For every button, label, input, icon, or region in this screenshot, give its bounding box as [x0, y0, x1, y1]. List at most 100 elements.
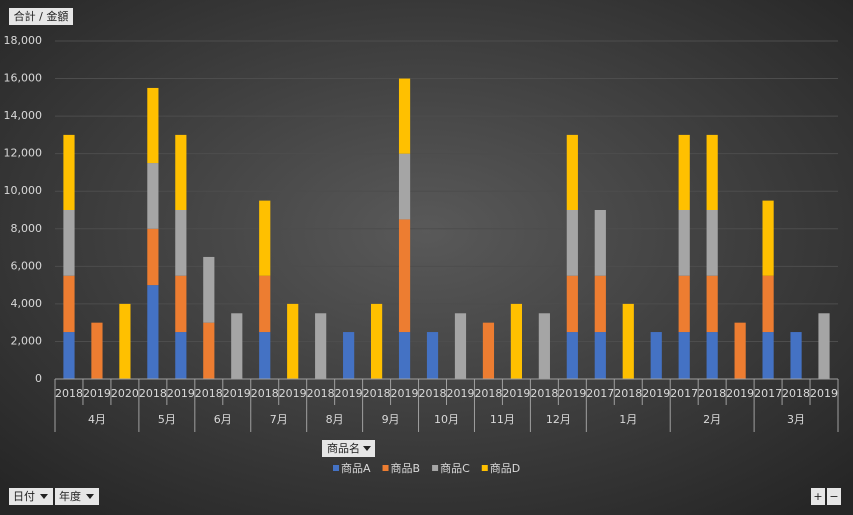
bar-segment [818, 313, 830, 379]
x-tick-label: 2018 [530, 387, 558, 400]
x-tick-label: 2018 [251, 387, 279, 400]
button-bg [9, 488, 53, 505]
x-tick-label: 2018 [419, 387, 447, 400]
x-tick-label: 2018 [363, 387, 391, 400]
button-bg [322, 440, 375, 457]
bar-segment [566, 134, 578, 210]
x-group-label: 2月 [703, 413, 721, 426]
x-tick-label: 2019 [446, 387, 474, 400]
bar-segment [706, 332, 718, 379]
bar-segment [678, 275, 690, 333]
y-tick-label: 2,000 [11, 334, 43, 347]
axis-field-button[interactable]: 日付 [9, 488, 53, 505]
y-tick-label: 6,000 [11, 259, 43, 272]
bar-segment [398, 78, 411, 154]
dropdown-arrow [86, 494, 94, 499]
value-field-button[interactable]: 合計 / 金額 [9, 8, 73, 25]
x-tick-label: 2019 [558, 387, 586, 400]
bar-segment [119, 303, 131, 379]
bar-segment [231, 313, 243, 379]
bar-segment [762, 332, 774, 379]
bar-segment [370, 303, 383, 379]
bar-segment [426, 332, 439, 379]
button-label: + [813, 490, 822, 503]
x-tick-label: 2017 [754, 387, 782, 400]
x-group-label: 8月 [326, 413, 344, 426]
bar-segment [790, 332, 802, 379]
legend-swatch [432, 465, 439, 471]
bar-segment [203, 256, 215, 323]
bar-segment [63, 332, 75, 379]
bar-segment [259, 332, 271, 379]
button-bg [9, 8, 73, 25]
y-tick-label: 0 [35, 372, 42, 385]
bar-segment [259, 200, 271, 276]
legend-field-button[interactable]: 商品名 [322, 440, 375, 457]
bar-segment [175, 275, 187, 333]
bar-segment [454, 313, 467, 379]
button-label: 日付 [13, 490, 35, 503]
legend-label: 商品B [391, 461, 421, 475]
zoom-out-button[interactable]: − [827, 488, 841, 505]
bar-segment [566, 210, 578, 276]
x-tick-label: 2018 [614, 387, 642, 400]
bar-segment [63, 210, 75, 276]
legend-label: 商品C [440, 461, 470, 475]
x-tick-label: 2017 [586, 387, 614, 400]
bar-segment [678, 134, 690, 210]
legend-label: 商品A [341, 461, 371, 475]
bar-segment [678, 210, 690, 276]
bar-segment [315, 313, 327, 379]
legend-swatch [333, 465, 339, 471]
bar-segment [147, 163, 159, 229]
x-tick-label: 2020 [111, 387, 139, 400]
x-tick-label: 2018 [782, 387, 810, 400]
x-tick-label: 2019 [726, 387, 754, 400]
bar-segment [398, 332, 411, 379]
bar-segment [734, 322, 746, 379]
button-bg [811, 488, 825, 505]
bar-segment [594, 210, 606, 276]
x-group-label: 7月 [270, 413, 288, 426]
bar-segment [510, 303, 523, 379]
x-group-label: 11月 [490, 413, 515, 426]
x-tick-label: 2019 [279, 387, 307, 400]
axis-field-button[interactable]: 年度 [55, 488, 99, 505]
legend-swatch [481, 465, 488, 471]
y-tick-label: 16,000 [4, 72, 43, 85]
bar-segment [63, 134, 75, 210]
y-tick-label: 18,000 [4, 34, 43, 47]
bar-segment [147, 228, 159, 286]
bar-segment [538, 313, 550, 379]
bar-segment [650, 332, 662, 379]
legend-label: 商品D [490, 461, 520, 475]
zoom-in-button[interactable]: + [811, 488, 825, 505]
y-tick-label: 8,000 [11, 222, 43, 235]
button-label: 合計 / 金額 [14, 9, 69, 23]
bar-segment [91, 322, 103, 379]
bar-segment [147, 285, 159, 379]
bar-segment [706, 210, 718, 276]
button-label: − [829, 490, 838, 503]
button-bg [827, 488, 841, 505]
bar-segment [175, 210, 187, 276]
bar-segment [678, 332, 690, 379]
x-tick-label: 2019 [391, 387, 419, 400]
x-group-label: 9月 [382, 413, 400, 426]
x-group-label: 5月 [158, 413, 176, 426]
dropdown-arrow [40, 494, 48, 499]
y-tick-label: 12,000 [4, 147, 43, 160]
bar-segment [259, 275, 271, 333]
button-label: 年度 [59, 489, 81, 503]
y-tick-label: 4,000 [11, 297, 43, 310]
x-group-label: 3月 [787, 413, 805, 426]
x-tick-label: 2019 [502, 387, 530, 400]
x-tick-label: 2019 [810, 387, 838, 400]
bar-segment [566, 275, 578, 333]
bar-segment [63, 275, 75, 333]
bar-segment [175, 332, 187, 379]
bar-segment [594, 275, 606, 333]
bar-segment [398, 153, 411, 220]
